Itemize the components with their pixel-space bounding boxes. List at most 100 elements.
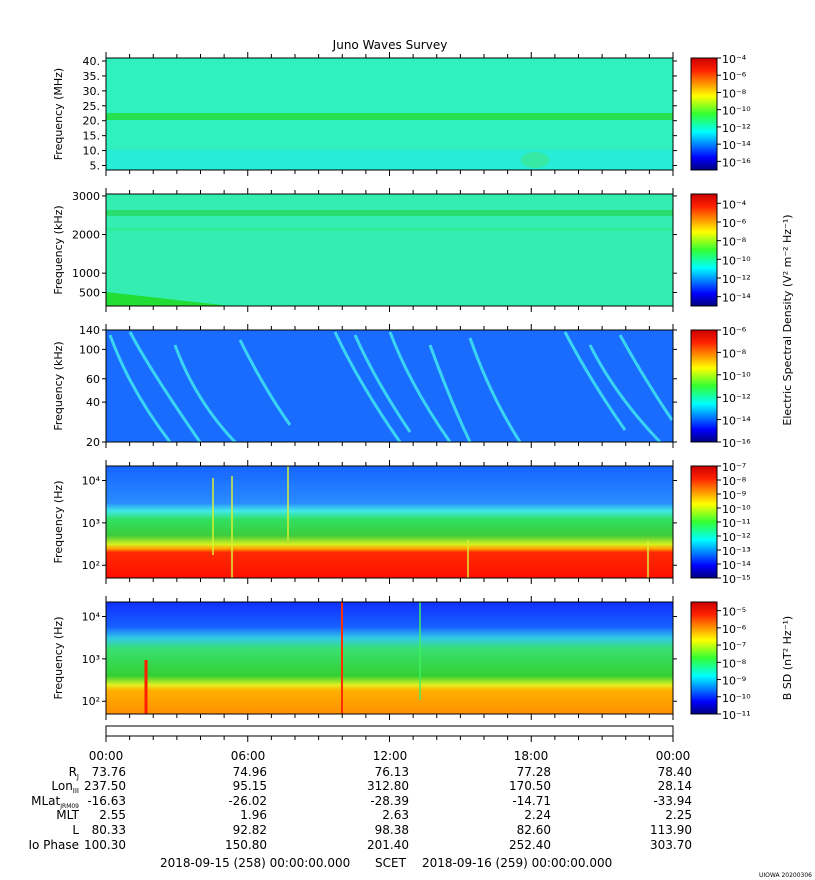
impulse-lines-e bbox=[212, 466, 649, 578]
colorbar-3 bbox=[690, 329, 718, 443]
ephem-name-lon: Lon bbox=[51, 779, 72, 793]
colorbar-tick-label: 10⁻¹² bbox=[722, 273, 751, 286]
colorbar-tick-label: 10⁻⁷ bbox=[722, 461, 746, 474]
colorbar-tick-label: 10⁻¹⁵ bbox=[722, 573, 751, 586]
ephemeris-value: 2.25 bbox=[665, 808, 692, 822]
ephemeris-value: 170.50 bbox=[509, 779, 551, 793]
colorbar-tick-label: 10⁻⁶ bbox=[722, 325, 747, 338]
ephemeris-row: 73.76 74.96 76.13 77.28 78.40 bbox=[92, 765, 692, 779]
arc-4 bbox=[238, 339, 292, 426]
y-tick-label: 60 bbox=[86, 373, 100, 386]
arc-12 bbox=[618, 334, 674, 421]
time-axis-strip bbox=[105, 725, 674, 737]
time-label: 12:00 bbox=[373, 749, 408, 763]
colorbar-tick-label: 10⁻⁸ bbox=[722, 87, 747, 100]
ephemeris-value: 113.90 bbox=[650, 823, 692, 837]
ephemeris-value: -28.39 bbox=[370, 794, 409, 808]
time-ticks: 00:00 06:00 12:00 18:00 00:00 bbox=[89, 736, 691, 763]
colorbar-e-label-text: Electric Spectral Density (V² m⁻² Hz⁻¹) bbox=[781, 214, 794, 425]
panel-lf-high bbox=[106, 330, 674, 444]
ephemeris-value: 73.76 bbox=[92, 765, 126, 779]
y-tick-label: 10. bbox=[83, 145, 101, 158]
panel-b-field bbox=[106, 602, 673, 714]
ephemeris-value: 80.33 bbox=[92, 823, 126, 837]
colorbar-tick-label: 10⁻¹⁶ bbox=[722, 156, 751, 169]
y-tick-label: 10² bbox=[82, 695, 100, 708]
colorbar-tick-label: 10⁻¹⁰ bbox=[722, 105, 751, 118]
time-label: 06:00 bbox=[231, 749, 266, 763]
ephemeris-value: 82.60 bbox=[517, 823, 551, 837]
time-label: 18:00 bbox=[514, 749, 549, 763]
colorbar-tick-label: 10⁻⁸ bbox=[722, 347, 747, 360]
ephemeris-value: 150.80 bbox=[225, 838, 267, 852]
colorbar-tick-label: 10⁻⁶ bbox=[722, 70, 747, 83]
colorbar-tick-label: 10⁻¹⁴ bbox=[722, 292, 751, 305]
arc-1 bbox=[108, 334, 172, 443]
y-axis-label: Frequency (kHz) bbox=[52, 205, 65, 294]
time-label: 00:00 bbox=[656, 749, 691, 763]
ephemeris-value: 78.40 bbox=[658, 765, 692, 779]
colorbar-tick-label: 10⁻¹² bbox=[722, 392, 751, 405]
ephemeris-value: 98.38 bbox=[375, 823, 409, 837]
y-axis-label: Frequency (MHz) bbox=[52, 68, 65, 160]
colorbars bbox=[690, 57, 718, 715]
colorbar-tick-label: 10⁻⁵ bbox=[722, 606, 746, 619]
colorbar-tick-label: 10⁻¹¹ bbox=[722, 517, 751, 530]
axes-HF-low: 500 1000 2000 3000 Frequency (kHz) 10⁻⁴ 10⁻⁶ 10… bbox=[52, 188, 751, 312]
arc-6 bbox=[353, 334, 412, 433]
ephem-label-rj: RJ bbox=[69, 765, 79, 781]
y-tick-label: 20. bbox=[83, 115, 101, 128]
bkom-arcs bbox=[108, 331, 674, 444]
colorbar-tick-label: 10⁻¹³ bbox=[722, 545, 751, 558]
colorbar-tick-label: 10⁻¹² bbox=[722, 531, 751, 544]
ephem-label-lon: LonIII bbox=[51, 779, 79, 795]
arc-7 bbox=[388, 331, 452, 443]
ephem-label-io: Io Phase bbox=[28, 838, 79, 852]
ephemeris-value: 92.82 bbox=[233, 823, 267, 837]
band-21mhz bbox=[106, 113, 673, 120]
y-tick-label: 25. bbox=[83, 100, 101, 113]
scet-end: 2018-09-16 (259) 00:00:00.000 bbox=[422, 856, 612, 870]
ephemeris-row: -16.63 -26.02 -28.39 -14.71 -33.94 bbox=[87, 794, 692, 808]
y-tick-label: 20 bbox=[86, 436, 100, 449]
y-axis-label: Frequency (Hz) bbox=[52, 481, 65, 564]
colorbar-tick-label: 10⁻⁹ bbox=[722, 675, 746, 688]
band-1800khz bbox=[106, 210, 673, 216]
y-tick-label: 2000 bbox=[72, 229, 100, 242]
y-tick-label: 500 bbox=[79, 286, 100, 299]
figure-title: Juno Waves Survey bbox=[332, 38, 448, 52]
arc-5 bbox=[333, 331, 402, 443]
spectrogram-b-field bbox=[106, 602, 673, 714]
colorbar-tick-label: 10⁻⁸ bbox=[722, 657, 747, 670]
ephemeris-value: -26.02 bbox=[228, 794, 267, 808]
scet-start: 2018-09-15 (258) 00:00:00.000 bbox=[160, 856, 350, 870]
colorbar-1 bbox=[690, 57, 718, 171]
spectrogram-e-field bbox=[106, 466, 673, 578]
low-frequency-emission bbox=[106, 292, 230, 306]
ephemeris-value: 237.50 bbox=[84, 779, 126, 793]
scet-label: SCET bbox=[375, 856, 407, 870]
colorbar-tick-label: 10⁻¹¹ bbox=[722, 709, 751, 722]
y-tick-label: 3000 bbox=[72, 190, 100, 203]
ephemeris-value: 100.30 bbox=[84, 838, 126, 852]
colorbar-tick-label: 10⁻⁶ bbox=[722, 623, 747, 636]
axes-layer: 5. 10. 15. 20. 25. 30. 35. 40. Frequency (MHz) 10… bbox=[52, 52, 751, 852]
ephemeris-value: -16.63 bbox=[87, 794, 126, 808]
colorbar-tick-label: 10⁻⁷ bbox=[722, 640, 746, 653]
ephem-name-rj: R bbox=[69, 765, 77, 779]
colorbar-5 bbox=[690, 601, 718, 715]
ephemeris-value: 1.96 bbox=[240, 808, 267, 822]
colorbar-tick-label: 10⁻¹⁰ bbox=[722, 370, 751, 383]
arc-3 bbox=[173, 344, 237, 444]
ephemeris-value: 28.14 bbox=[658, 779, 692, 793]
ephem-sub-mlat: JRM09 bbox=[59, 803, 79, 810]
low-frequency-floor bbox=[106, 150, 673, 170]
arc-11 bbox=[588, 344, 662, 444]
axes-E-field: 10² 10³ 10⁴ Frequency (Hz) 10⁻⁷10⁻⁸10⁻⁹10⁻¹⁰… bbox=[52, 460, 751, 586]
colorbar-tick-label: 10⁻⁴ bbox=[722, 198, 747, 211]
y-tick-label: 35. bbox=[83, 70, 101, 83]
y-tick-label: 10³ bbox=[82, 517, 100, 530]
colorbar-b-label: B SD (nT² Hz⁻¹) bbox=[781, 616, 794, 700]
arc-9 bbox=[468, 337, 522, 443]
